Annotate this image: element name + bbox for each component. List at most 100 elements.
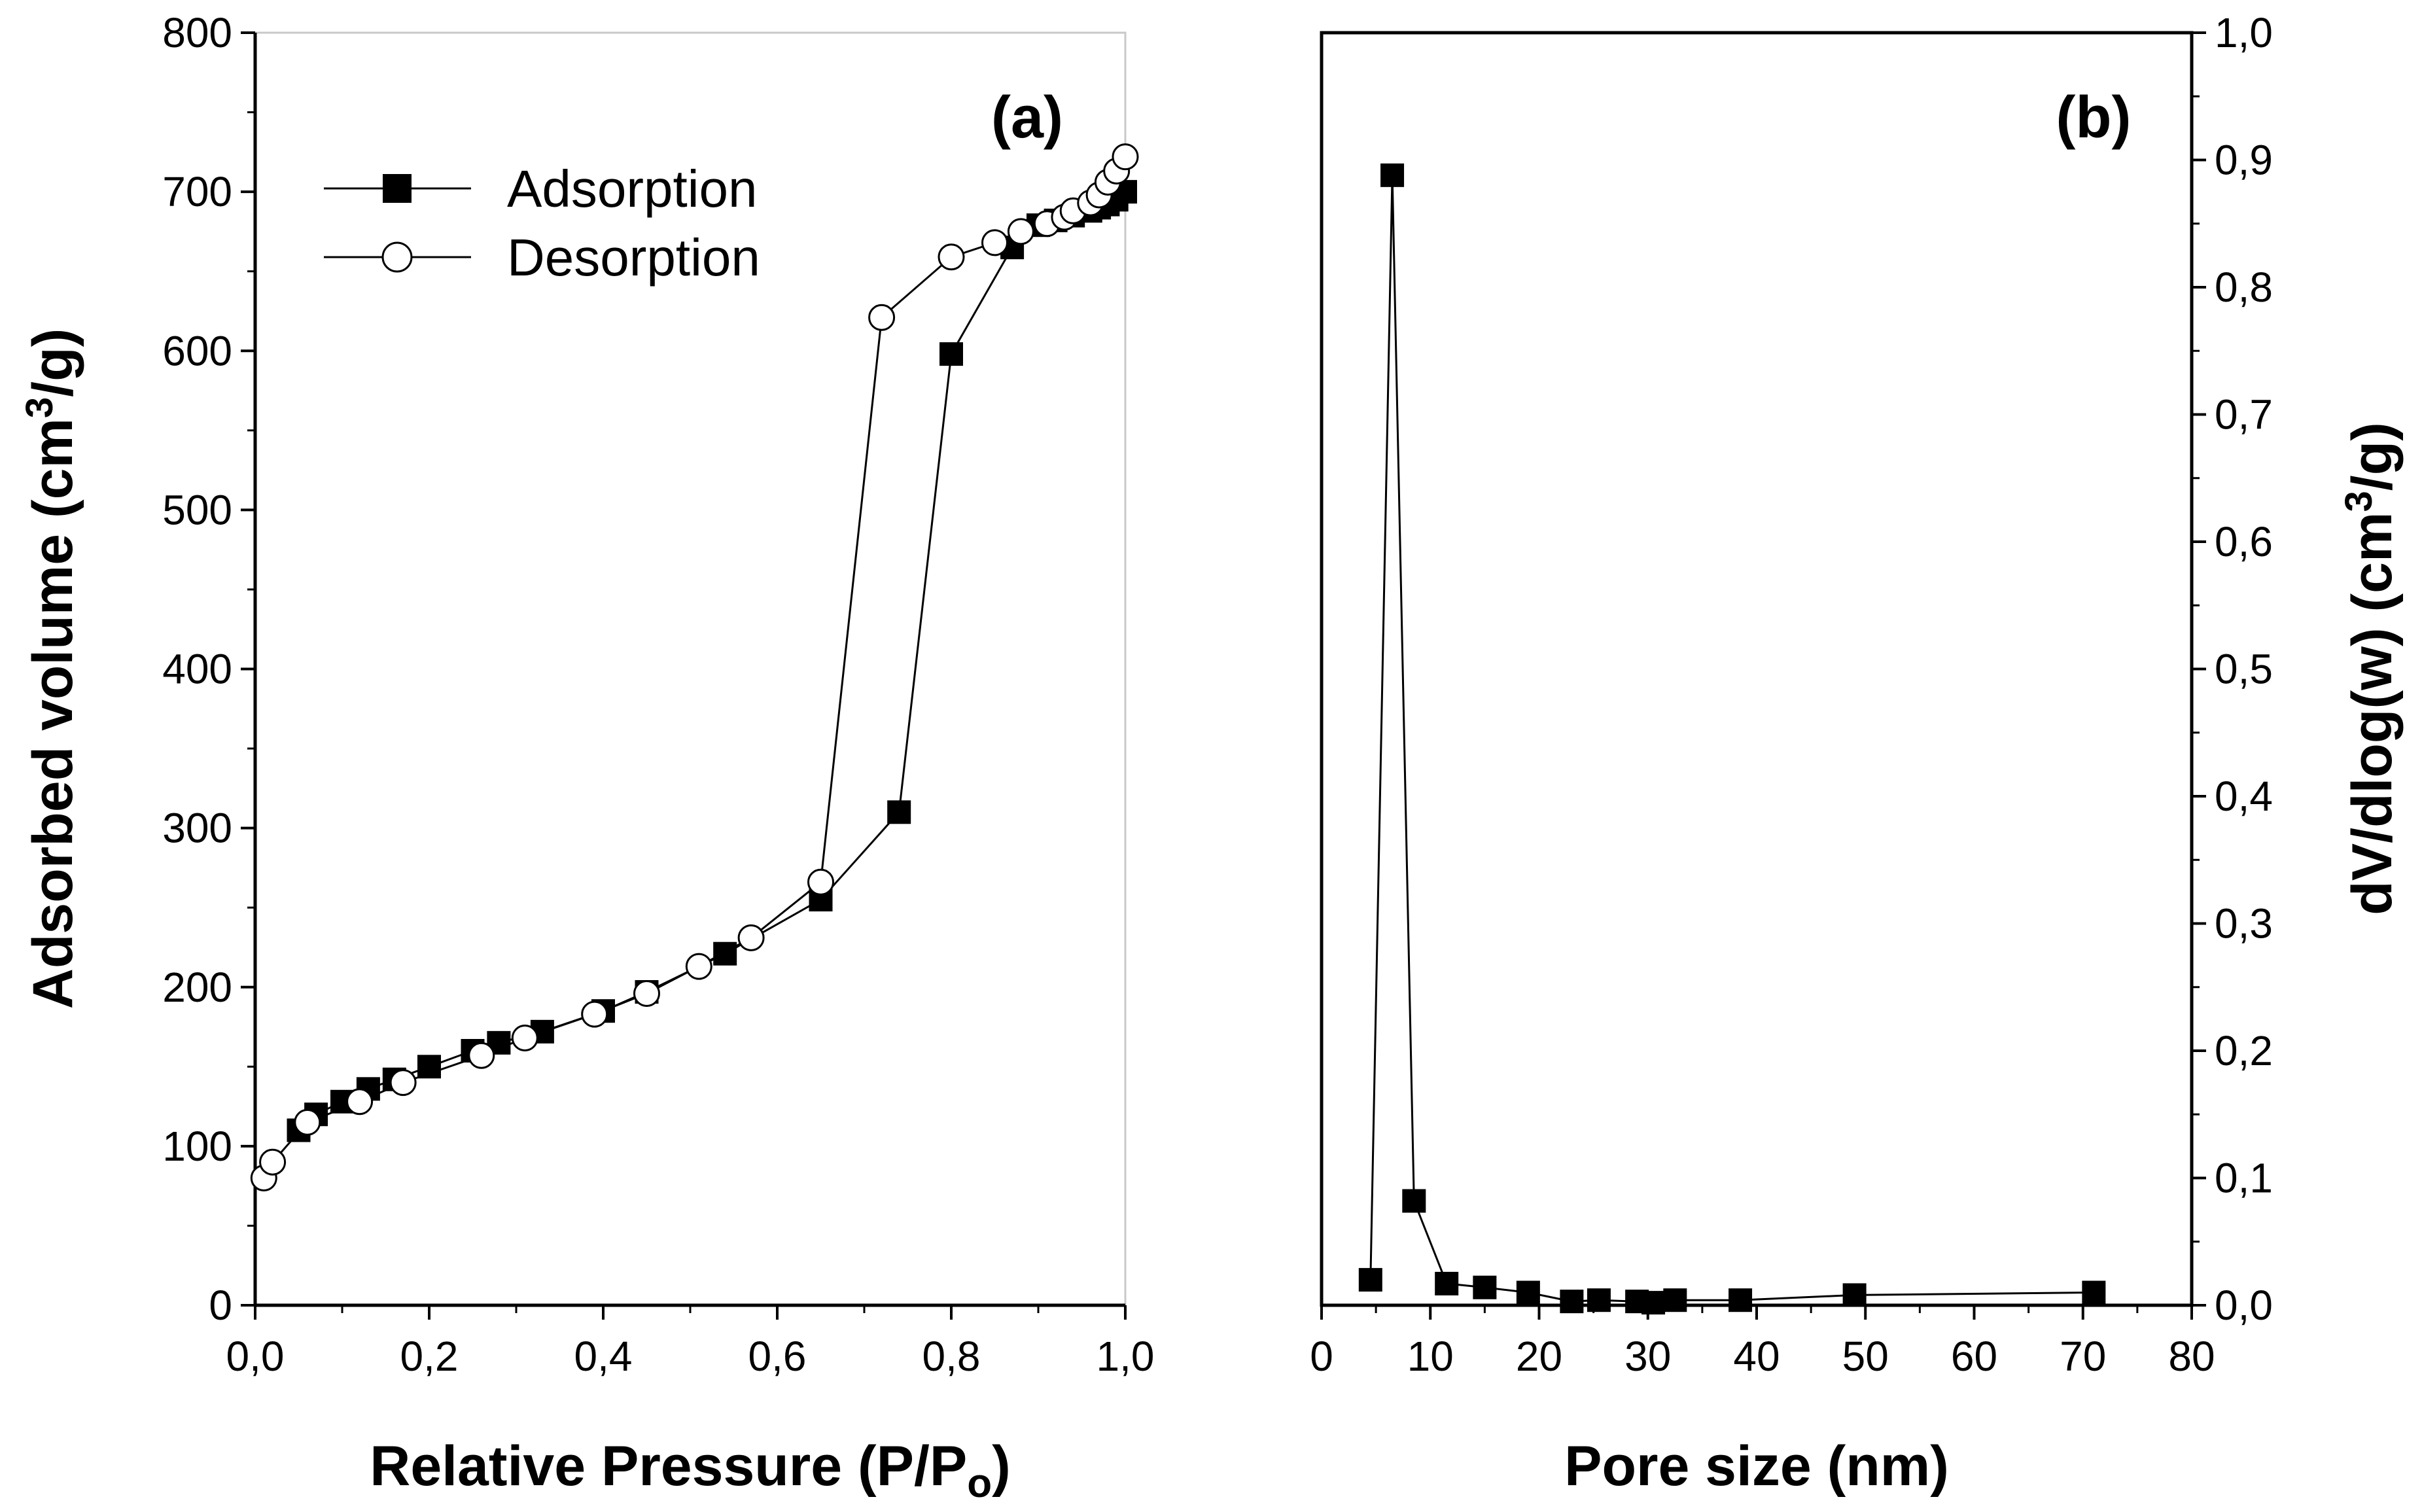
data-point-adsorption bbox=[417, 1055, 441, 1079]
data-point-desorption bbox=[807, 868, 834, 896]
panel-a-x-title-end: ) bbox=[992, 1435, 1011, 1498]
y-tick-label: 700 bbox=[162, 168, 232, 215]
legend-adsorption-label: Adsorption bbox=[507, 160, 757, 218]
data-point-pore-size-distribution bbox=[1641, 1291, 1666, 1315]
panel-b-plot-frame bbox=[1320, 31, 2194, 1307]
data-point-adsorption bbox=[713, 941, 737, 966]
data-point-desorption bbox=[633, 979, 660, 1007]
x-tick-label: 0,2 bbox=[400, 1333, 459, 1380]
panel-b-series-lines bbox=[1369, 175, 2094, 1304]
data-point-desorption bbox=[685, 953, 712, 980]
panel-a-x-title-sub: o bbox=[967, 1461, 992, 1506]
data-point-desorption bbox=[511, 1025, 538, 1052]
data-point-desorption bbox=[468, 1042, 495, 1069]
data-point-pore-size-distribution bbox=[1402, 1189, 1426, 1213]
y-tick-label: 1,0 bbox=[2215, 9, 2273, 56]
y-tick-label: 600 bbox=[162, 327, 232, 374]
data-point-desorption bbox=[868, 304, 896, 331]
x-tick-label: 60 bbox=[1951, 1333, 1997, 1380]
panel-b-y-title-sup: 3 bbox=[2338, 491, 2380, 512]
legend-desorption-marker bbox=[381, 241, 413, 273]
y-tick-label: 800 bbox=[162, 9, 232, 56]
panel-b-y-ticks: 0,0 0,1 0,2 0,3 0,4 0,5 0,6 0,7 0,8 0,9 1,0 bbox=[2192, 9, 2273, 1329]
panel-a-y-title-end: /g) bbox=[22, 328, 84, 397]
data-point-pore-size-distribution bbox=[1473, 1275, 1497, 1299]
x-tick-label: 30 bbox=[1624, 1333, 1671, 1380]
panel-a-series-lines bbox=[262, 156, 1127, 1179]
panel-a-y-title-sup: 3 bbox=[18, 397, 61, 418]
panel-a-series-markers bbox=[250, 143, 1139, 1191]
panel-b-series-markers bbox=[1358, 163, 2106, 1315]
series-line-desorption bbox=[262, 156, 1127, 1179]
data-point-pore-size-distribution bbox=[1842, 1283, 1867, 1307]
data-point-pore-size-distribution bbox=[1587, 1288, 1611, 1312]
panel-a-y-ticks: 0 100 200 300 400 500 600 700 800 bbox=[162, 9, 255, 1329]
x-tick-label: 80 bbox=[2168, 1333, 2215, 1380]
panel-b-x-ticks: 0 10 20 30 40 50 60 70 80 bbox=[1310, 1305, 2215, 1380]
panel-a-legend: Adsorption Desorption bbox=[324, 160, 760, 287]
data-point-pore-size-distribution bbox=[1358, 1268, 1382, 1292]
x-tick-label: 20 bbox=[1516, 1333, 1562, 1380]
x-tick-label: 0,4 bbox=[574, 1333, 633, 1380]
y-tick-label: 100 bbox=[162, 1123, 232, 1170]
y-tick-label: 0 bbox=[209, 1282, 232, 1329]
panel-a-x-axis-title: Relative Pressure (P/Po) bbox=[370, 1435, 1011, 1506]
x-tick-label: 10 bbox=[1407, 1333, 1454, 1380]
data-point-desorption bbox=[1112, 143, 1139, 171]
y-tick-label: 400 bbox=[162, 646, 232, 693]
series-line-pore-size-distribution bbox=[1369, 175, 2094, 1304]
legend-adsorption-marker bbox=[383, 174, 412, 203]
data-point-pore-size-distribution bbox=[1560, 1290, 1584, 1314]
panel-a-x-ticks: 0,0 0,2 0,4 0,6 0,8 1,0 bbox=[226, 1305, 1155, 1380]
data-point-pore-size-distribution bbox=[1380, 163, 1405, 187]
y-tick-label: 200 bbox=[162, 964, 232, 1011]
y-tick-label: 0,8 bbox=[2215, 264, 2273, 311]
data-point-desorption bbox=[737, 924, 765, 951]
panel-b-y-title-end: /g) bbox=[2341, 422, 2404, 491]
data-point-desorption bbox=[294, 1108, 321, 1136]
x-tick-label: 50 bbox=[1842, 1333, 1889, 1380]
data-point-desorption bbox=[346, 1088, 374, 1116]
data-point-pore-size-distribution bbox=[1729, 1288, 1753, 1312]
panel-b-y-title-main: dV/dlog(w) (cm bbox=[2341, 512, 2404, 915]
y-tick-label: 0,0 bbox=[2215, 1282, 2273, 1329]
panel-a-isotherm: 0,0 0,2 0,4 0,6 0,8 1,0 0 100 200 300 400 500 600 70… bbox=[18, 9, 1154, 1506]
data-point-adsorption bbox=[887, 800, 911, 824]
x-tick-label: 40 bbox=[1733, 1333, 1780, 1380]
y-tick-label: 0,6 bbox=[2215, 518, 2273, 565]
panel-a-label: (a) bbox=[991, 85, 1063, 150]
x-tick-label: 70 bbox=[2060, 1333, 2106, 1380]
panel-b-pore-distribution: 0 10 20 30 40 50 60 70 80 0,00,10,20,30,40,50,60… bbox=[1310, 9, 2404, 1498]
y-tick-label: 0,2 bbox=[2215, 1027, 2273, 1074]
x-tick-label: 0,0 bbox=[226, 1333, 285, 1380]
data-point-desorption bbox=[938, 243, 965, 271]
series-line-adsorption bbox=[298, 190, 1127, 1131]
x-tick-label: 0,6 bbox=[748, 1333, 807, 1380]
y-tick-label: 0,9 bbox=[2215, 137, 2273, 184]
data-point-desorption bbox=[1007, 218, 1034, 245]
data-point-adsorption bbox=[939, 342, 963, 366]
y-tick-label: 0,5 bbox=[2215, 646, 2273, 693]
panel-a-y-axis-title: Adsorbed volume (cm3/g) bbox=[18, 328, 84, 1010]
data-point-pore-size-distribution bbox=[1435, 1271, 1459, 1295]
panel-a-y-title-main: Adsorbed volume (cm bbox=[22, 418, 84, 1009]
panel-a-x-title-main: Relative Pressure (P/P bbox=[370, 1435, 967, 1498]
data-point-desorption bbox=[581, 1000, 608, 1028]
y-tick-label: 0,1 bbox=[2215, 1155, 2273, 1202]
data-point-desorption bbox=[259, 1148, 287, 1176]
data-point-desorption bbox=[389, 1069, 417, 1097]
data-point-pore-size-distribution bbox=[1663, 1288, 1687, 1312]
y-tick-label: 0,7 bbox=[2215, 391, 2273, 438]
legend-desorption-label: Desorption bbox=[507, 228, 760, 287]
x-tick-label: 1,0 bbox=[1097, 1333, 1155, 1380]
panel-a-plot-frame bbox=[254, 31, 1127, 1307]
y-tick-label: 0,4 bbox=[2215, 773, 2273, 820]
x-tick-label: 0 bbox=[1310, 1333, 1333, 1380]
y-tick-label: 500 bbox=[162, 486, 232, 533]
panel-b-label: (b) bbox=[2056, 85, 2132, 150]
panel-b-x-axis-title: Pore size (nm) bbox=[1564, 1435, 1949, 1498]
data-point-desorption bbox=[981, 229, 1008, 256]
data-point-pore-size-distribution bbox=[1516, 1280, 1540, 1305]
